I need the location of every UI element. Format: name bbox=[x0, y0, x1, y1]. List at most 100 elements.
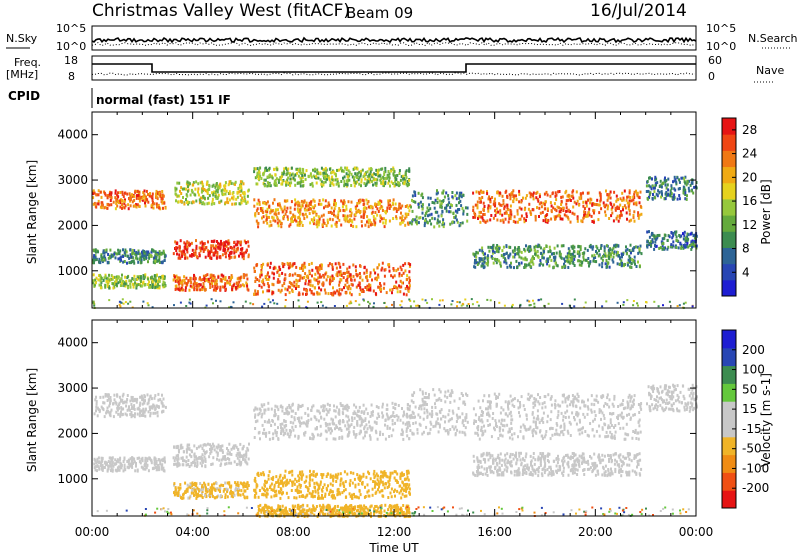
data-cell bbox=[686, 232, 689, 236]
data-cell bbox=[149, 285, 152, 289]
data-cell bbox=[216, 453, 219, 457]
data-cell bbox=[144, 459, 147, 463]
data-cell bbox=[505, 261, 508, 265]
data-cell bbox=[334, 172, 337, 176]
data-cell bbox=[296, 223, 299, 227]
data-cell bbox=[202, 201, 205, 205]
data-cell bbox=[620, 212, 623, 216]
data-cell bbox=[133, 249, 136, 253]
data-cell bbox=[212, 193, 215, 197]
data-cell bbox=[315, 278, 318, 282]
data-cell bbox=[333, 213, 335, 217]
data-cell bbox=[246, 277, 249, 281]
data-cell bbox=[614, 245, 617, 249]
data-cell bbox=[440, 201, 443, 205]
data-cell bbox=[516, 247, 519, 251]
data-cell bbox=[184, 286, 187, 290]
data-cell bbox=[338, 262, 341, 266]
data-cell bbox=[290, 166, 293, 170]
data-cell bbox=[176, 446, 179, 449]
data-cell bbox=[237, 490, 240, 494]
data-cell bbox=[201, 240, 204, 244]
data-cell bbox=[354, 172, 357, 176]
data-cell bbox=[216, 451, 219, 455]
data-cell bbox=[550, 217, 553, 221]
data-cell bbox=[234, 444, 237, 448]
data-cell bbox=[201, 485, 203, 489]
data-cell bbox=[278, 265, 281, 269]
data-cell bbox=[154, 394, 157, 398]
data-cell bbox=[322, 198, 325, 202]
data-cell bbox=[211, 462, 214, 466]
data-cell bbox=[162, 194, 165, 198]
data-cell bbox=[489, 206, 492, 210]
data-cell bbox=[532, 191, 535, 195]
data-cell bbox=[571, 190, 574, 194]
data-cell bbox=[217, 241, 219, 245]
data-cell bbox=[151, 248, 153, 252]
data-cell bbox=[95, 276, 98, 280]
data-cell bbox=[185, 282, 188, 286]
data-cell bbox=[92, 301, 95, 304]
data-cell bbox=[620, 259, 623, 263]
data-cell bbox=[121, 192, 124, 196]
data-cell bbox=[144, 204, 147, 208]
data-cell bbox=[292, 219, 294, 223]
data-cell bbox=[257, 177, 260, 180]
data-cell bbox=[174, 186, 177, 190]
data-cell bbox=[353, 176, 356, 180]
data-cell bbox=[363, 299, 365, 302]
data-cell bbox=[591, 254, 594, 258]
data-cell bbox=[331, 277, 334, 281]
data-cell bbox=[668, 235, 671, 239]
data-cell bbox=[528, 249, 531, 253]
data-cell bbox=[579, 197, 581, 200]
data-cell bbox=[189, 279, 192, 282]
data-cell bbox=[556, 264, 559, 268]
data-cell bbox=[580, 196, 583, 200]
data-cell bbox=[361, 290, 364, 293]
data-cell bbox=[162, 206, 164, 210]
data-cell bbox=[393, 176, 396, 180]
data-cell bbox=[560, 256, 563, 260]
data-cell bbox=[355, 285, 358, 289]
data-cell bbox=[205, 494, 208, 498]
data-cell bbox=[300, 199, 303, 203]
data-cell bbox=[295, 285, 298, 289]
data-cell bbox=[573, 305, 576, 308]
data-cell bbox=[196, 287, 199, 291]
data-cell bbox=[119, 301, 122, 304]
data-cell bbox=[379, 199, 382, 203]
data-cell bbox=[652, 193, 654, 196]
data-cell bbox=[685, 197, 688, 201]
data-cell bbox=[207, 482, 210, 486]
data-cell bbox=[344, 283, 347, 287]
data-cell bbox=[193, 458, 196, 462]
data-cell bbox=[341, 288, 344, 292]
data-cell bbox=[353, 181, 356, 185]
data-cell bbox=[287, 181, 290, 185]
data-cell bbox=[188, 465, 191, 468]
data-cell bbox=[205, 246, 208, 250]
data-cell bbox=[580, 193, 583, 197]
data-cell bbox=[115, 275, 118, 279]
data-cell bbox=[222, 277, 225, 281]
data-cell bbox=[550, 252, 553, 256]
data-cell bbox=[264, 178, 267, 182]
data-cell bbox=[109, 399, 112, 403]
data-cell bbox=[358, 303, 361, 306]
data-cell bbox=[238, 462, 241, 466]
data-cell bbox=[554, 261, 557, 265]
data-cell bbox=[438, 220, 441, 224]
data-cell bbox=[326, 175, 329, 179]
data-cell bbox=[291, 172, 294, 176]
data-cell bbox=[399, 221, 402, 225]
data-cell bbox=[144, 399, 146, 403]
data-cell bbox=[188, 298, 191, 301]
data-cell bbox=[121, 203, 124, 206]
data-cell bbox=[451, 220, 454, 224]
data-cell bbox=[123, 456, 126, 460]
data-cell bbox=[613, 244, 616, 248]
data-cell bbox=[506, 265, 509, 269]
data-cell bbox=[672, 197, 674, 201]
